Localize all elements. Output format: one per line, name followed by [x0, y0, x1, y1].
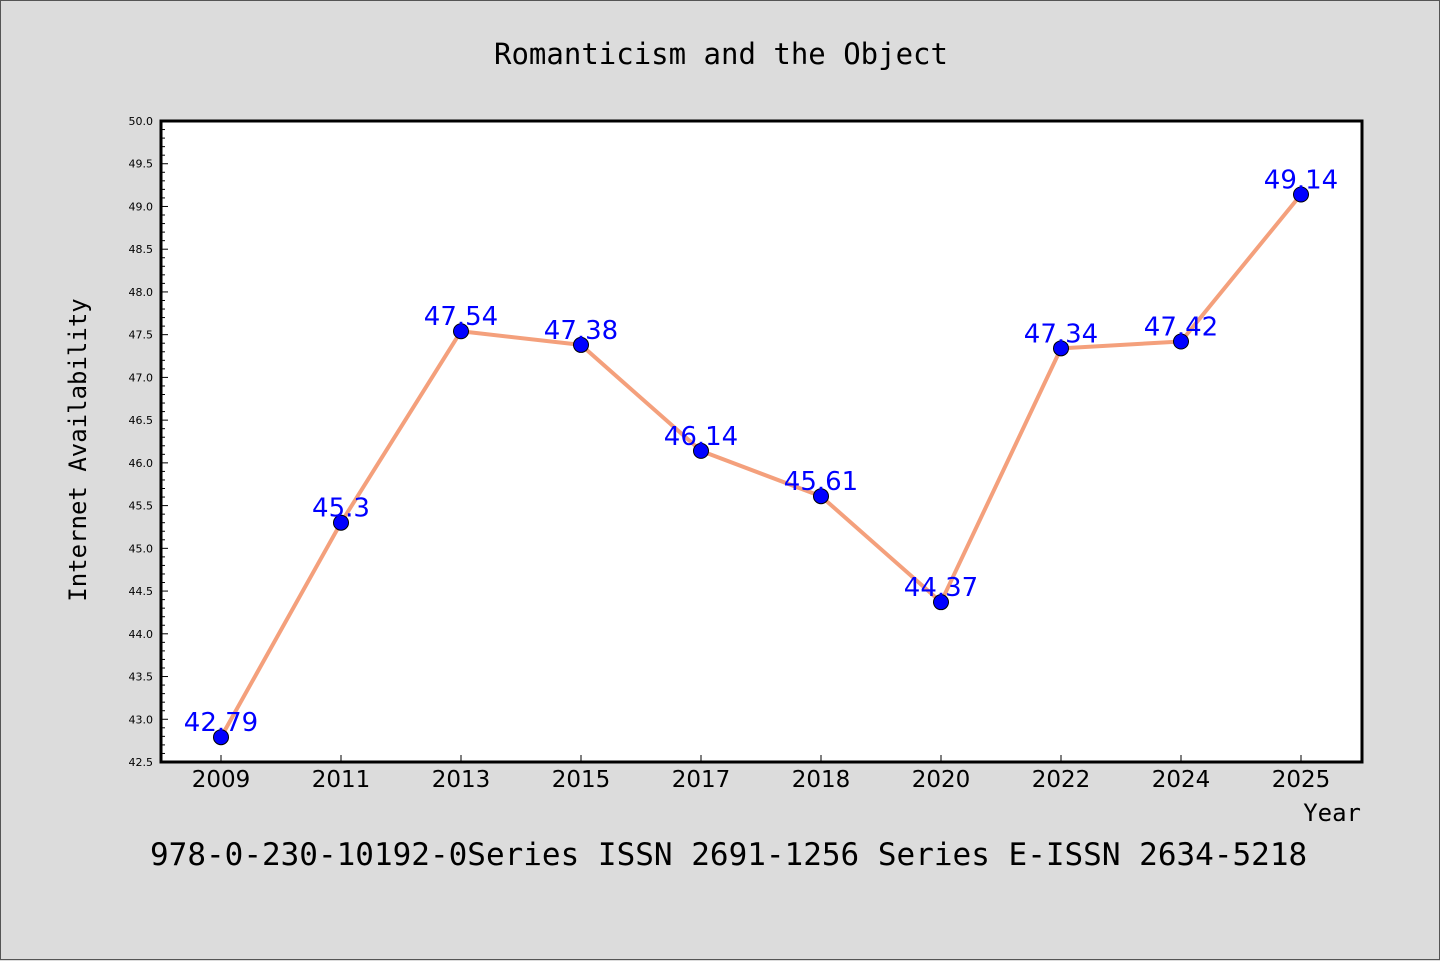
data-label: 42.79 [184, 708, 258, 738]
plot-area [159, 119, 1364, 764]
data-point [453, 323, 469, 340]
data-label: 47.38 [544, 316, 618, 346]
y-tick-label: 47.0 [129, 371, 154, 384]
data-point [333, 514, 349, 531]
data-markers [213, 186, 1309, 746]
data-point [1173, 333, 1189, 350]
data-label: 47.34 [1024, 319, 1098, 349]
data-label: 47.42 [1144, 313, 1218, 343]
data-point [813, 488, 829, 505]
x-tick-label: 2020 [912, 767, 971, 793]
y-tick-label: 49.0 [129, 200, 154, 213]
data-point [693, 442, 709, 459]
x-tick-label: 2011 [312, 767, 371, 793]
x-tick-label: 2013 [432, 767, 491, 793]
x-tick-label: 2015 [552, 767, 611, 793]
data-point [1293, 186, 1309, 203]
y-axis-ticks: 42.5 43.0 43.5 44.0 44.5 45.0 45.5 46.0 46.5 47.0… [129, 115, 168, 769]
y-tick-label: 46.0 [129, 457, 154, 470]
x-tick-label: 2018 [792, 767, 851, 793]
y-tick-label: 44.5 [129, 585, 154, 598]
data-label: 49.14 [1264, 166, 1338, 196]
x-tick-label: 2017 [672, 767, 731, 793]
x-axis-label: Year [1303, 799, 1361, 827]
y-tick-label: 45.5 [129, 500, 154, 513]
data-point [1053, 340, 1069, 357]
y-tick-label: 49.5 [129, 158, 154, 171]
y-axis-label: Internet Availability [64, 298, 92, 601]
data-label: 47.54 [424, 302, 498, 332]
y-tick-label: 45.0 [129, 542, 154, 555]
x-tick-label: 2022 [1032, 767, 1091, 793]
chart-title: Romanticism and the Object [494, 37, 948, 71]
series-line-group [219, 193, 1303, 739]
x-tick-label: 2024 [1152, 767, 1211, 793]
data-label: 45.3 [312, 494, 370, 524]
x-axis-ticks: 2009 2011 2013 2015 2017 2018 2020 2022 2024 2025 [192, 755, 1331, 793]
data-label: 45.61 [784, 467, 858, 497]
data-label: 46.14 [664, 422, 738, 452]
footer-isbn-issn: 978-0-230-10192-0Series ISSN 2691-1256 S… [150, 837, 1307, 873]
y-tick-label: 47.5 [129, 329, 154, 342]
x-tick-label: 2025 [1272, 767, 1331, 793]
data-label: 44.37 [904, 573, 978, 603]
y-tick-label: 42.5 [129, 756, 154, 769]
data-point [573, 336, 589, 353]
y-tick-label: 48.0 [129, 286, 154, 299]
y-tick-label: 50.0 [129, 115, 154, 128]
data-labels: 42.79 45.3 47.54 47.38 46.14 45.61 44.37 47.34 4… [184, 166, 1338, 739]
data-point [933, 594, 949, 611]
y-tick-label: 43.5 [129, 671, 154, 684]
y-tick-label: 48.5 [129, 243, 154, 256]
y-tick-label: 43.0 [129, 713, 154, 726]
x-tick-label: 2009 [192, 767, 251, 793]
y-tick-label: 44.0 [129, 628, 154, 641]
data-point [213, 729, 229, 746]
series-line [219, 193, 1303, 739]
y-tick-label: 46.5 [129, 414, 154, 427]
